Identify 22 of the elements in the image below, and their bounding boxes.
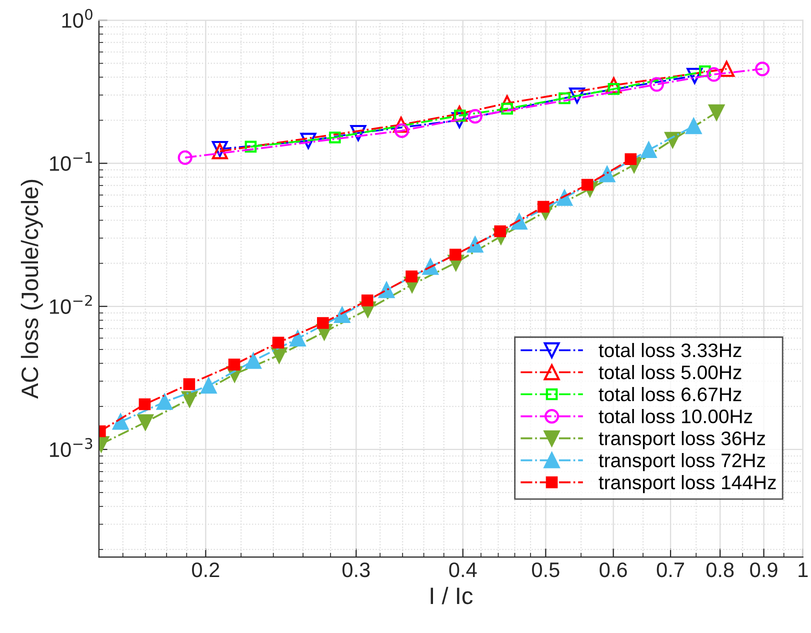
- x-tick-label: 0.3: [342, 562, 370, 578]
- y-tick-label: 10$^{0}$: [62, 8, 92, 28]
- legend-label: total loss 6.67Hz: [598, 386, 742, 402]
- x-tick-label: 0.7: [656, 562, 684, 578]
- x-tick-label: 0.2: [192, 562, 220, 578]
- x-tick-label: 0.9: [750, 562, 778, 578]
- legend-label: total loss 5.00Hz: [598, 364, 742, 380]
- x-tick-label: 1: [798, 562, 808, 577]
- x-tick-label: 0.8: [706, 562, 734, 578]
- legend-label: total loss 3.33Hz: [598, 342, 742, 358]
- legend-label: total loss 10.00Hz: [598, 409, 752, 424]
- x-axis-title: I / Ic: [430, 586, 473, 604]
- y-tick-label: 10$^{−3}$: [50, 438, 92, 458]
- x-tick-label: 0.4: [449, 562, 477, 578]
- y-tick-label: 10$^{−2}$: [50, 294, 92, 314]
- legend-label: transport loss 36Hz: [598, 431, 766, 450]
- x-tick-label: 0.6: [600, 562, 627, 578]
- y-tick-label: 10$^{−1}$: [50, 152, 92, 171]
- legend-label: transport loss 72Hz: [598, 453, 766, 472]
- y-axis-title: AC loss (Joule/cycle): [20, 180, 43, 399]
- legend-label: transport loss 144Hz: [598, 475, 776, 494]
- x-tick-label: 0.5: [532, 562, 560, 578]
